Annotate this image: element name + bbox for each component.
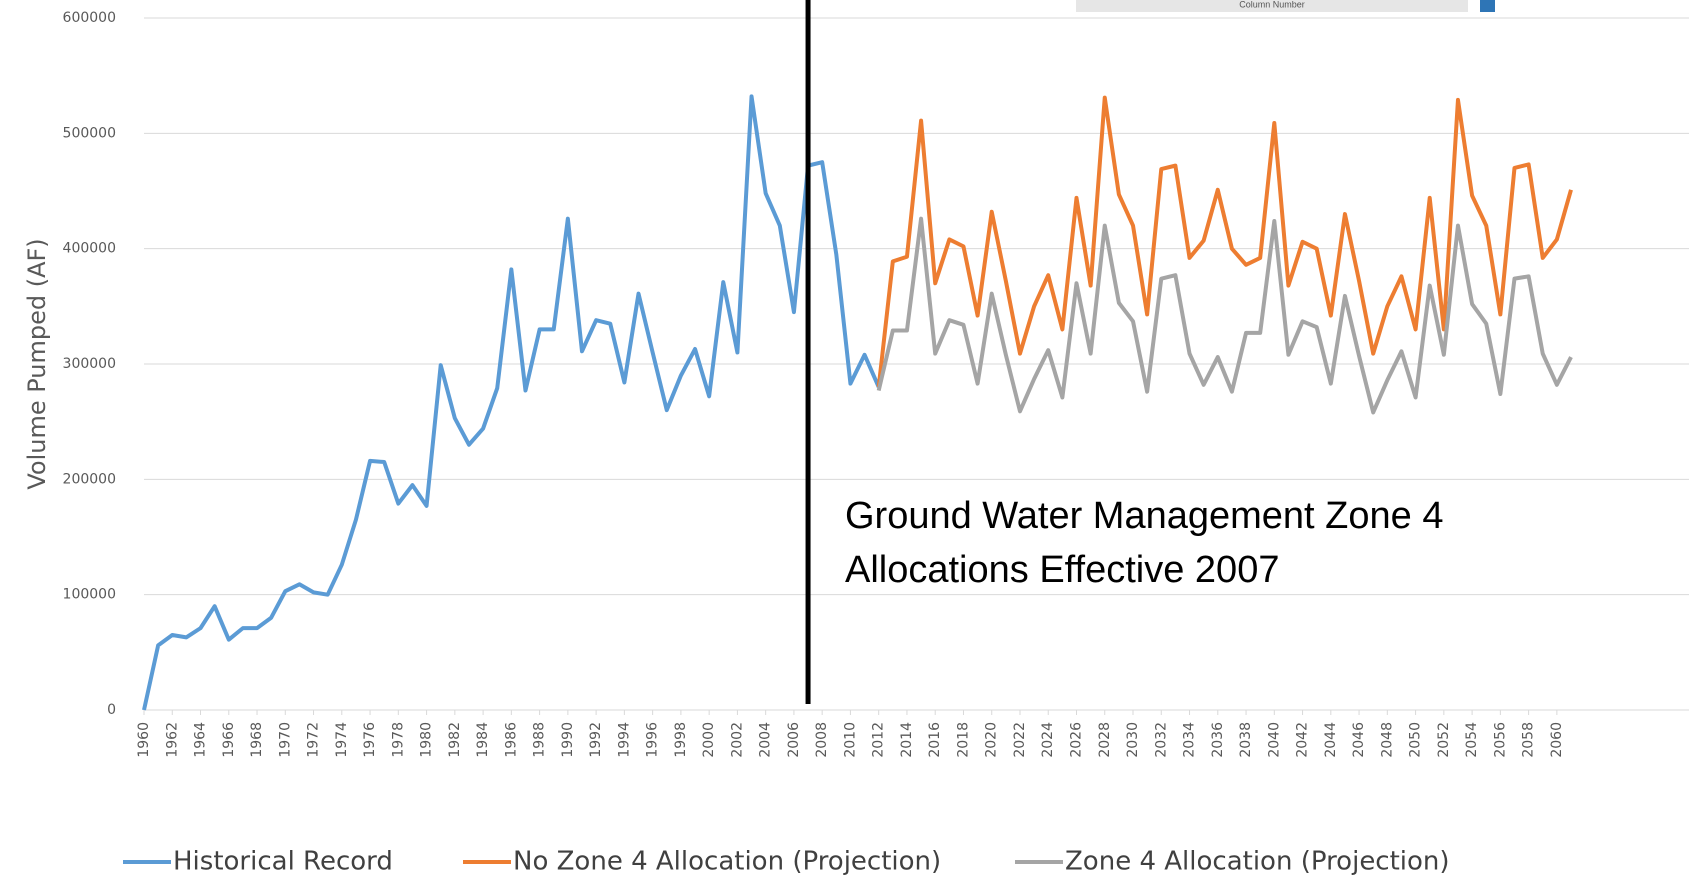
x-tick-label: 2056 [1492,722,1508,758]
y-tick-label: 400000 [63,241,116,257]
y-tick-label: 300000 [63,356,116,372]
x-tick-label: 1984 [475,722,491,758]
x-tick-label: 2024 [1040,722,1056,758]
x-tick-label: 2020 [984,722,1000,758]
x-tick-label: 1980 [419,722,435,758]
x-tick-label: 1986 [503,722,519,758]
annotation: Allocations Effective 2007 [845,549,1279,591]
x-tick-label: 2006 [786,722,802,758]
x-tick-label: 1966 [221,722,237,758]
x-tick-label: 2052 [1436,722,1452,758]
x-tick-label: 1972 [306,722,322,758]
legend-label: Historical Record [173,847,393,877]
x-tick-label: 2026 [1068,722,1084,758]
series-line [142,94,881,711]
y-tick-label: 200000 [63,471,116,487]
x-tick-label: 1964 [193,722,209,758]
x-tick-label: 2016 [927,722,943,758]
x-tick-label: 2050 [1408,722,1424,758]
inset-label: Column Number [1239,0,1305,9]
x-tick-label: 1974 [334,722,350,758]
y-tick-label: 0 [107,702,116,718]
x-tick-label: 1994 [616,722,632,758]
x-tick-label: 2034 [1182,722,1198,758]
x-tick-label: 1982 [447,722,463,758]
x-tick-label: 1998 [673,722,689,758]
x-tick-label: 2028 [1097,722,1113,758]
x-tick-label: 2014 [899,722,915,758]
inset-marker [1480,0,1495,12]
x-tick-label: 2002 [729,722,745,758]
x-tick-label: 2036 [1210,722,1226,758]
x-tick-label: 2012 [871,722,887,758]
x-tick-label: 1978 [390,722,406,758]
legend-label: No Zone 4 Allocation (Projection) [513,847,941,877]
x-tick-label: 2030 [1125,722,1141,758]
x-tick-label: 2000 [701,722,717,758]
x-tick-label: 2040 [1266,722,1282,758]
x-tick-label: 1962 [164,722,180,758]
x-tick-label: 2058 [1521,722,1537,758]
x-tick-label: 2046 [1351,722,1367,758]
x-tick-label: 1992 [588,722,604,758]
x-tick-label: 1960 [136,722,152,758]
annotation: Ground Water Management Zone 4 [845,495,1443,537]
x-tick-label: 2022 [1012,722,1028,758]
x-tick-label: 1968 [249,722,265,758]
y-tick-label: 100000 [63,587,116,603]
x-tick-label: 1996 [645,722,661,758]
x-tick-label: 2008 [814,722,830,758]
y-tick-label: 500000 [63,125,116,141]
x-tick-label: 2054 [1464,722,1480,758]
x-tick-label: 1976 [362,722,378,758]
x-tick-label: 2010 [842,722,858,758]
series-line [876,95,1573,388]
x-tick-label: 2048 [1379,722,1395,758]
x-tick-label: 2032 [1153,722,1169,758]
x-tick-label: 1990 [560,722,576,758]
x-tick-label: 2004 [758,722,774,758]
x-tick-label: 2060 [1549,722,1565,758]
inset-strip [1076,0,1468,12]
x-tick-label: 2038 [1238,722,1254,758]
x-tick-label: 2044 [1323,722,1339,758]
x-tick-label: 2018 [955,722,971,758]
x-tick-label: 1988 [532,722,548,758]
y-axis-label: Volume Pumped (AF) [23,238,51,489]
x-tick-label: 1970 [277,722,293,758]
legend-label: Zone 4 Allocation (Projection) [1065,847,1450,877]
y-tick-label: 600000 [63,10,116,26]
series-line [876,216,1573,415]
x-tick-label: 2042 [1295,722,1311,758]
